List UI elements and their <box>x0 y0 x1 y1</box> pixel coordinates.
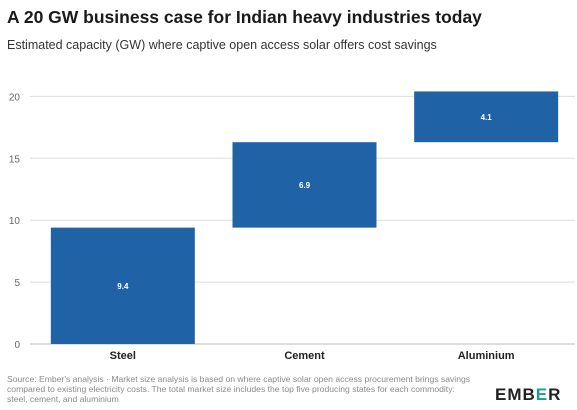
chart-title: A 20 GW business case for Indian heavy i… <box>7 7 482 27</box>
y-tick-label: 0 <box>14 340 20 351</box>
source-note: Source: Ember's analysis · Market size a… <box>7 374 471 404</box>
y-tick-label: 15 <box>9 154 21 165</box>
logo-suffix: R <box>548 385 562 404</box>
ember-logo: EMBER <box>495 385 561 405</box>
data-label: 6.9 <box>299 181 311 190</box>
y-tick-label: 20 <box>9 92 21 103</box>
chart-subtitle: Estimated capacity (GW) where captive op… <box>7 38 437 52</box>
x-tick-label: Steel <box>110 350 136 362</box>
bar-aluminium <box>414 91 559 143</box>
x-axis-ticks: Steel Cement Aluminium <box>110 350 515 362</box>
y-tick-label: 10 <box>9 216 21 227</box>
bar-steel <box>50 227 195 344</box>
y-tick-label: 5 <box>14 278 20 289</box>
data-labels: 9.4 6.9 4.1 <box>117 113 492 291</box>
bar-cement <box>232 142 377 228</box>
y-axis-ticks: 0 5 10 15 20 <box>9 92 21 351</box>
x-tick-label: Cement <box>284 350 325 362</box>
bars <box>50 91 559 344</box>
logo-accent: E <box>535 385 549 404</box>
x-tick-label: Aluminium <box>458 350 515 362</box>
data-label: 9.4 <box>117 282 129 291</box>
data-label: 4.1 <box>481 113 493 122</box>
logo-prefix: EMB <box>495 385 536 404</box>
waterfall-chart: 9.4 6.9 4.1 0 5 10 15 20 Steel Cement Aluminium <box>9 91 575 362</box>
